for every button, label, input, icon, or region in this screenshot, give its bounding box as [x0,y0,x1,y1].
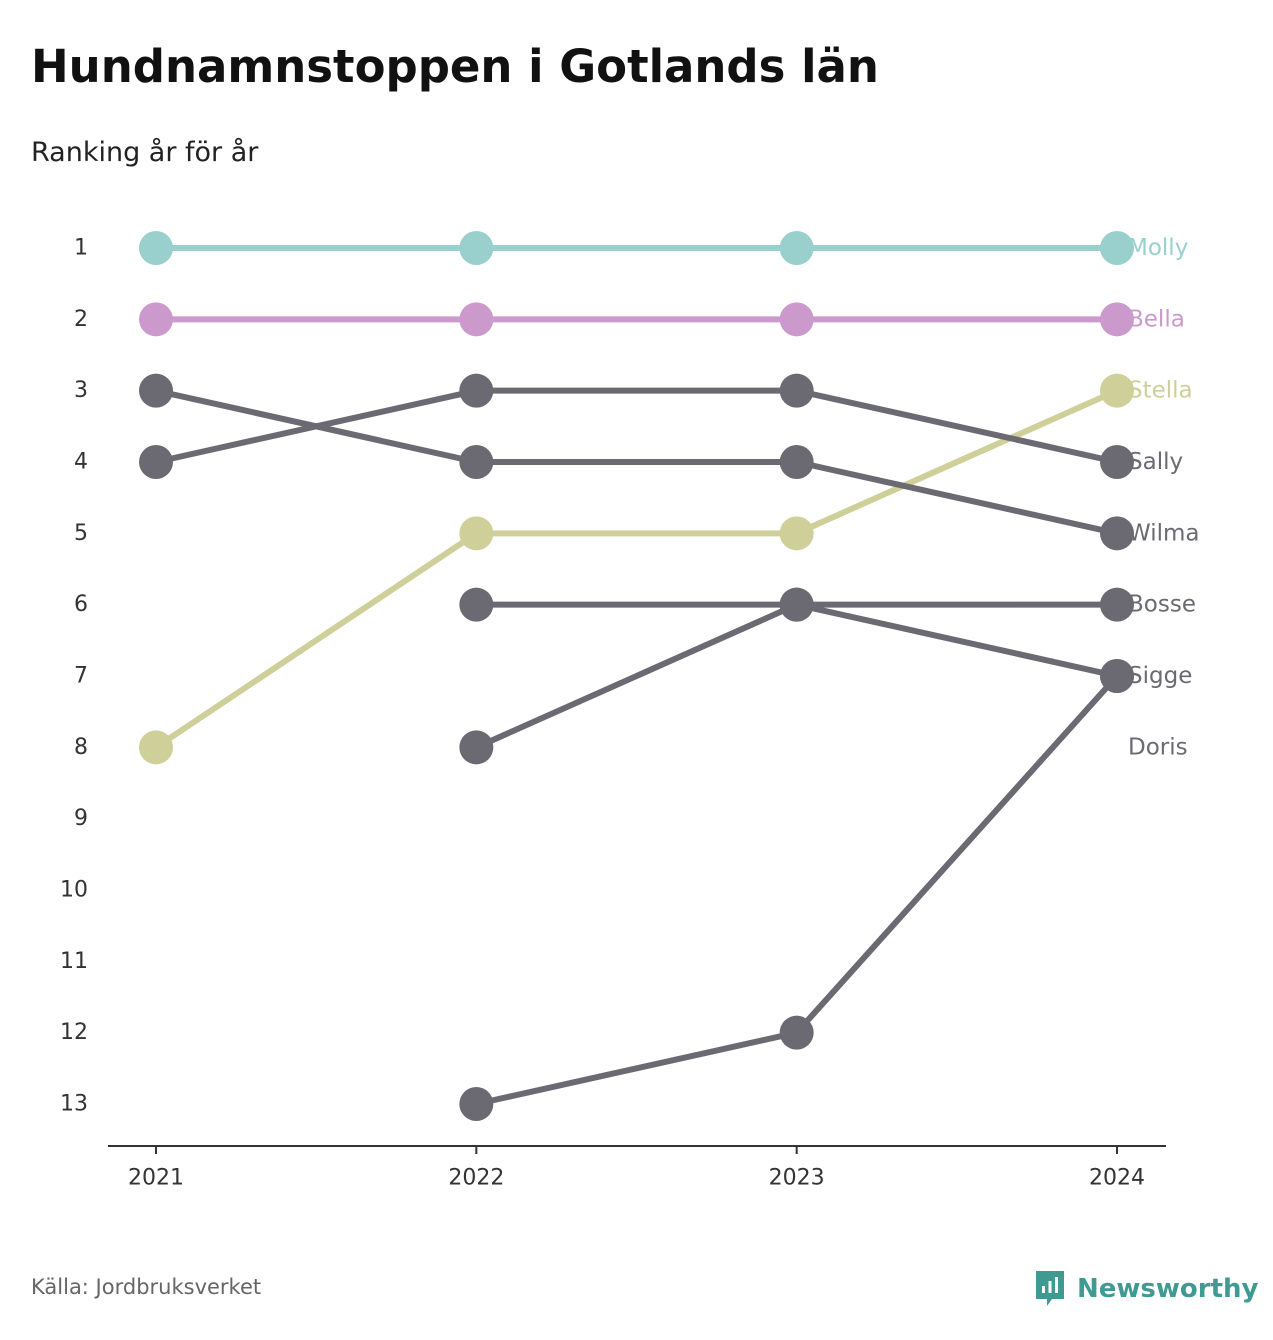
series-point-doris-2024 [1100,659,1134,693]
series-point-bella-2022 [459,302,494,337]
series-point-doris-2022 [459,1087,494,1121]
y-tick-label: 10 [60,878,88,903]
end-labels: Molly Bella Stella Sally Wilma Bosse Sigge Dori… [1128,235,1200,760]
series-point-bella-2021 [139,302,173,337]
end-label-molly: Molly [1128,235,1188,261]
series-point-wilma-2022 [459,445,494,479]
brand-name: Newsworthy [1077,1274,1259,1304]
series-point-wilma-2023 [779,445,814,479]
end-label-bella: Bella [1128,306,1185,332]
y-tick-label: 7 [74,664,88,689]
y-tick-label: 6 [74,592,88,617]
y-tick-label: 11 [60,949,88,974]
series-lines [153,245,1120,1107]
y-tick-label: 3 [74,378,88,403]
chart-title: Hundnamnstoppen i Gotlands län [31,40,879,93]
series-point-stella-2021 [139,730,173,765]
series-point-wilma-2024 [1100,516,1134,551]
end-label-wilma: Wilma [1128,520,1200,546]
end-label-sally: Sally [1128,449,1183,475]
series-point-sally-2024 [1100,445,1134,479]
series-point-molly-2024 [1100,231,1134,265]
series-points [139,231,1134,1121]
series-point-doris-2023 [779,1015,814,1050]
y-tick-label: 12 [60,1020,88,1045]
y-tick-label: 5 [74,521,88,546]
y-tick-label: 1 [74,236,88,261]
series-line-sally [153,387,1120,465]
x-tick-label: 2022 [448,1166,504,1191]
series-point-sally-2023 [779,373,814,408]
series-point-sigge-2023 [779,587,814,622]
y-tick-label: 4 [74,450,88,475]
y-tick-label: 13 [60,1092,88,1117]
series-point-bosse-2024 [1100,587,1134,622]
series-point-bosse-2022 [459,587,494,622]
series-line-sigge [473,601,1120,751]
x-tick-label: 2021 [128,1166,184,1191]
series-point-stella-2022 [459,516,494,551]
series-line-wilma [153,387,1120,537]
series-point-molly-2022 [459,231,494,265]
series-point-molly-2023 [779,231,814,265]
series-point-sigge-2022 [459,730,494,765]
end-label-stella: Stella [1128,378,1193,404]
y-tick-label: 9 [74,806,88,831]
newsworthy-logo-icon [1036,1271,1064,1306]
brand-logo: Newsworthy [1033,1268,1258,1310]
source-note: Källa: Jordbruksverket [31,1275,262,1299]
end-label-sigge: Sigge [1128,663,1192,689]
x-axis: 2021 2022 2023 2024 [108,1145,1166,1191]
end-label-doris: Doris [1128,734,1188,760]
series-point-bella-2023 [779,302,814,337]
series-point-stella-2024 [1100,373,1134,408]
chart-subtitle: Ranking år för år [31,137,259,168]
y-tick-label: 2 [74,307,88,332]
x-tick-label: 2023 [769,1166,825,1191]
series-point-sally-2022 [459,373,494,408]
x-tick-label: 2024 [1089,1166,1145,1191]
series-point-bella-2024 [1100,302,1134,337]
y-tick-label: 8 [74,735,88,760]
series-point-wilma-2021 [139,373,173,408]
series-point-stella-2023 [779,516,814,551]
series-point-sally-2021 [139,445,173,479]
series-line-stella [153,387,1120,751]
end-label-bosse: Bosse [1128,592,1196,618]
series-point-molly-2021 [139,231,173,265]
